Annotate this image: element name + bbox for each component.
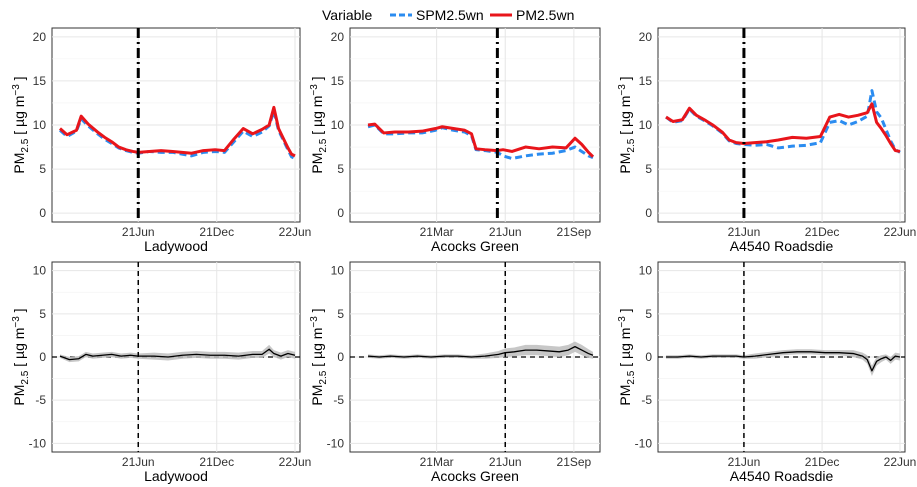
y-tick-label: 15 [331, 74, 345, 88]
y-tick-label: 20 [331, 30, 345, 44]
y-tick-label: 0 [645, 206, 652, 220]
x-tick-label: 21Mar [420, 455, 454, 469]
x-tick-label: 21Jun [728, 455, 761, 469]
x-tick-label: 21Dec [199, 225, 234, 239]
y-axis-label: PM2.5 [ µg m−3 ] [11, 76, 31, 173]
y-tick-label: -10 [327, 436, 345, 450]
y-tick-label: 10 [331, 118, 345, 132]
y-tick-label: 5 [645, 162, 652, 176]
y-axis-label: PM2.5 [ µg m−3 ] [617, 76, 637, 173]
y-tick-label: 5 [337, 162, 344, 176]
series-line-pm2-5wn [59, 105, 296, 158]
y-tick-label: 15 [639, 74, 653, 88]
x-axis-label: Acocks Green [431, 238, 519, 254]
y-tick-label: 5 [39, 307, 46, 321]
x-tick-label: 21Dec [805, 455, 840, 469]
y-axis-label: PM2.5 [ µg m−3 ] [309, 76, 329, 173]
x-tick-label: 21Sep [557, 455, 592, 469]
confidence-band [368, 341, 593, 359]
x-tick-label: 22Jun [279, 225, 312, 239]
y-tick-label: 10 [331, 264, 345, 278]
x-tick-label: 21Sep [557, 225, 592, 239]
y-tick-label: 0 [39, 350, 46, 364]
y-tick-label: 20 [33, 30, 47, 44]
y-axis-label: PM2.5 [ µg m−3 ] [309, 308, 329, 405]
legend-title: Variable [322, 7, 373, 23]
x-tick-label: 22Jun [884, 225, 917, 239]
series-line-difference [59, 348, 296, 361]
legend: Variable SPM2.5wn PM2.5wn [322, 7, 574, 23]
x-axis-label: A4540 Roadsdie [730, 468, 834, 484]
y-tick-label: -5 [35, 393, 46, 407]
legend-label-spm: SPM2.5wn [416, 7, 484, 23]
y-tick-label: 0 [337, 206, 344, 220]
series-line-difference [666, 351, 901, 372]
series-line-difference [367, 345, 594, 358]
y-tick-label: -10 [29, 436, 47, 450]
y-tick-label: 20 [639, 30, 653, 44]
panel-bottom-3: -10 -5 0 5 10 21Jun 21Dec 22Jun A4540 Roadsdie PM… [617, 261, 917, 484]
panels: 0 5 10 15 20 21Jun 21Dec 22Jun Ladywood PM2.5 [ µ… [11, 27, 917, 484]
y-axis-label: PM2.5 [ µg m−3 ] [617, 308, 637, 405]
series-line-pm2-5wn [367, 122, 595, 158]
y-tick-label: 5 [645, 307, 652, 321]
series-line-pm2-5wn [665, 102, 901, 153]
y-tick-label: 15 [33, 74, 47, 88]
x-axis-label: Ladywood [144, 468, 208, 484]
y-tick-label: 5 [39, 162, 46, 176]
confidence-band [60, 344, 295, 363]
y-tick-label: 0 [645, 350, 652, 364]
y-tick-label: 10 [639, 264, 653, 278]
x-tick-label: 21Dec [199, 455, 234, 469]
x-tick-label: 22Jun [279, 455, 312, 469]
x-tick-label: 21Jun [489, 225, 522, 239]
x-tick-label: 21Jun [728, 225, 761, 239]
panel-top-3: 0 5 10 15 20 21Jun 21Dec 22Jun A4540 Roadsdie PM2… [617, 27, 917, 254]
y-tick-label: -5 [333, 393, 344, 407]
y-tick-label: 5 [337, 307, 344, 321]
x-tick-label: 21Jun [122, 455, 155, 469]
y-tick-label: 10 [33, 264, 47, 278]
y-axis-label: PM2.5 [ µg m−3 ] [11, 308, 31, 405]
y-tick-label: -10 [635, 436, 653, 450]
x-axis-label: Ladywood [144, 238, 208, 254]
panel-bottom-2: -10 -5 0 5 10 21Mar 21Jun 21Sep Acocks Green PM2.… [309, 261, 601, 484]
y-tick-label: 10 [33, 118, 47, 132]
x-tick-label: 22Jun [884, 455, 917, 469]
y-tick-label: 0 [337, 350, 344, 364]
x-axis-label: A4540 Roadsdie [730, 238, 834, 254]
panel-top-2: 0 5 10 15 20 21Mar 21Jun 21Sep Acocks Green PM2.5… [309, 27, 601, 254]
x-tick-label: 21Jun [489, 455, 522, 469]
x-tick-label: 21Mar [420, 225, 454, 239]
y-tick-label: 10 [639, 118, 653, 132]
legend-label-pm: PM2.5wn [516, 7, 574, 23]
y-tick-label: -5 [641, 393, 652, 407]
x-tick-label: 21Jun [122, 225, 155, 239]
x-axis-label: Acocks Green [431, 468, 519, 484]
y-tick-label: 0 [39, 206, 46, 220]
panel-top-1: 0 5 10 15 20 21Jun 21Dec 22Jun Ladywood PM2.5 [ µ… [11, 27, 312, 254]
panel-bottom-1: -10 -5 0 5 10 21Jun 21Dec 22Jun Ladywood PM2.5 [ … [11, 261, 312, 484]
x-tick-label: 21Dec [805, 225, 840, 239]
